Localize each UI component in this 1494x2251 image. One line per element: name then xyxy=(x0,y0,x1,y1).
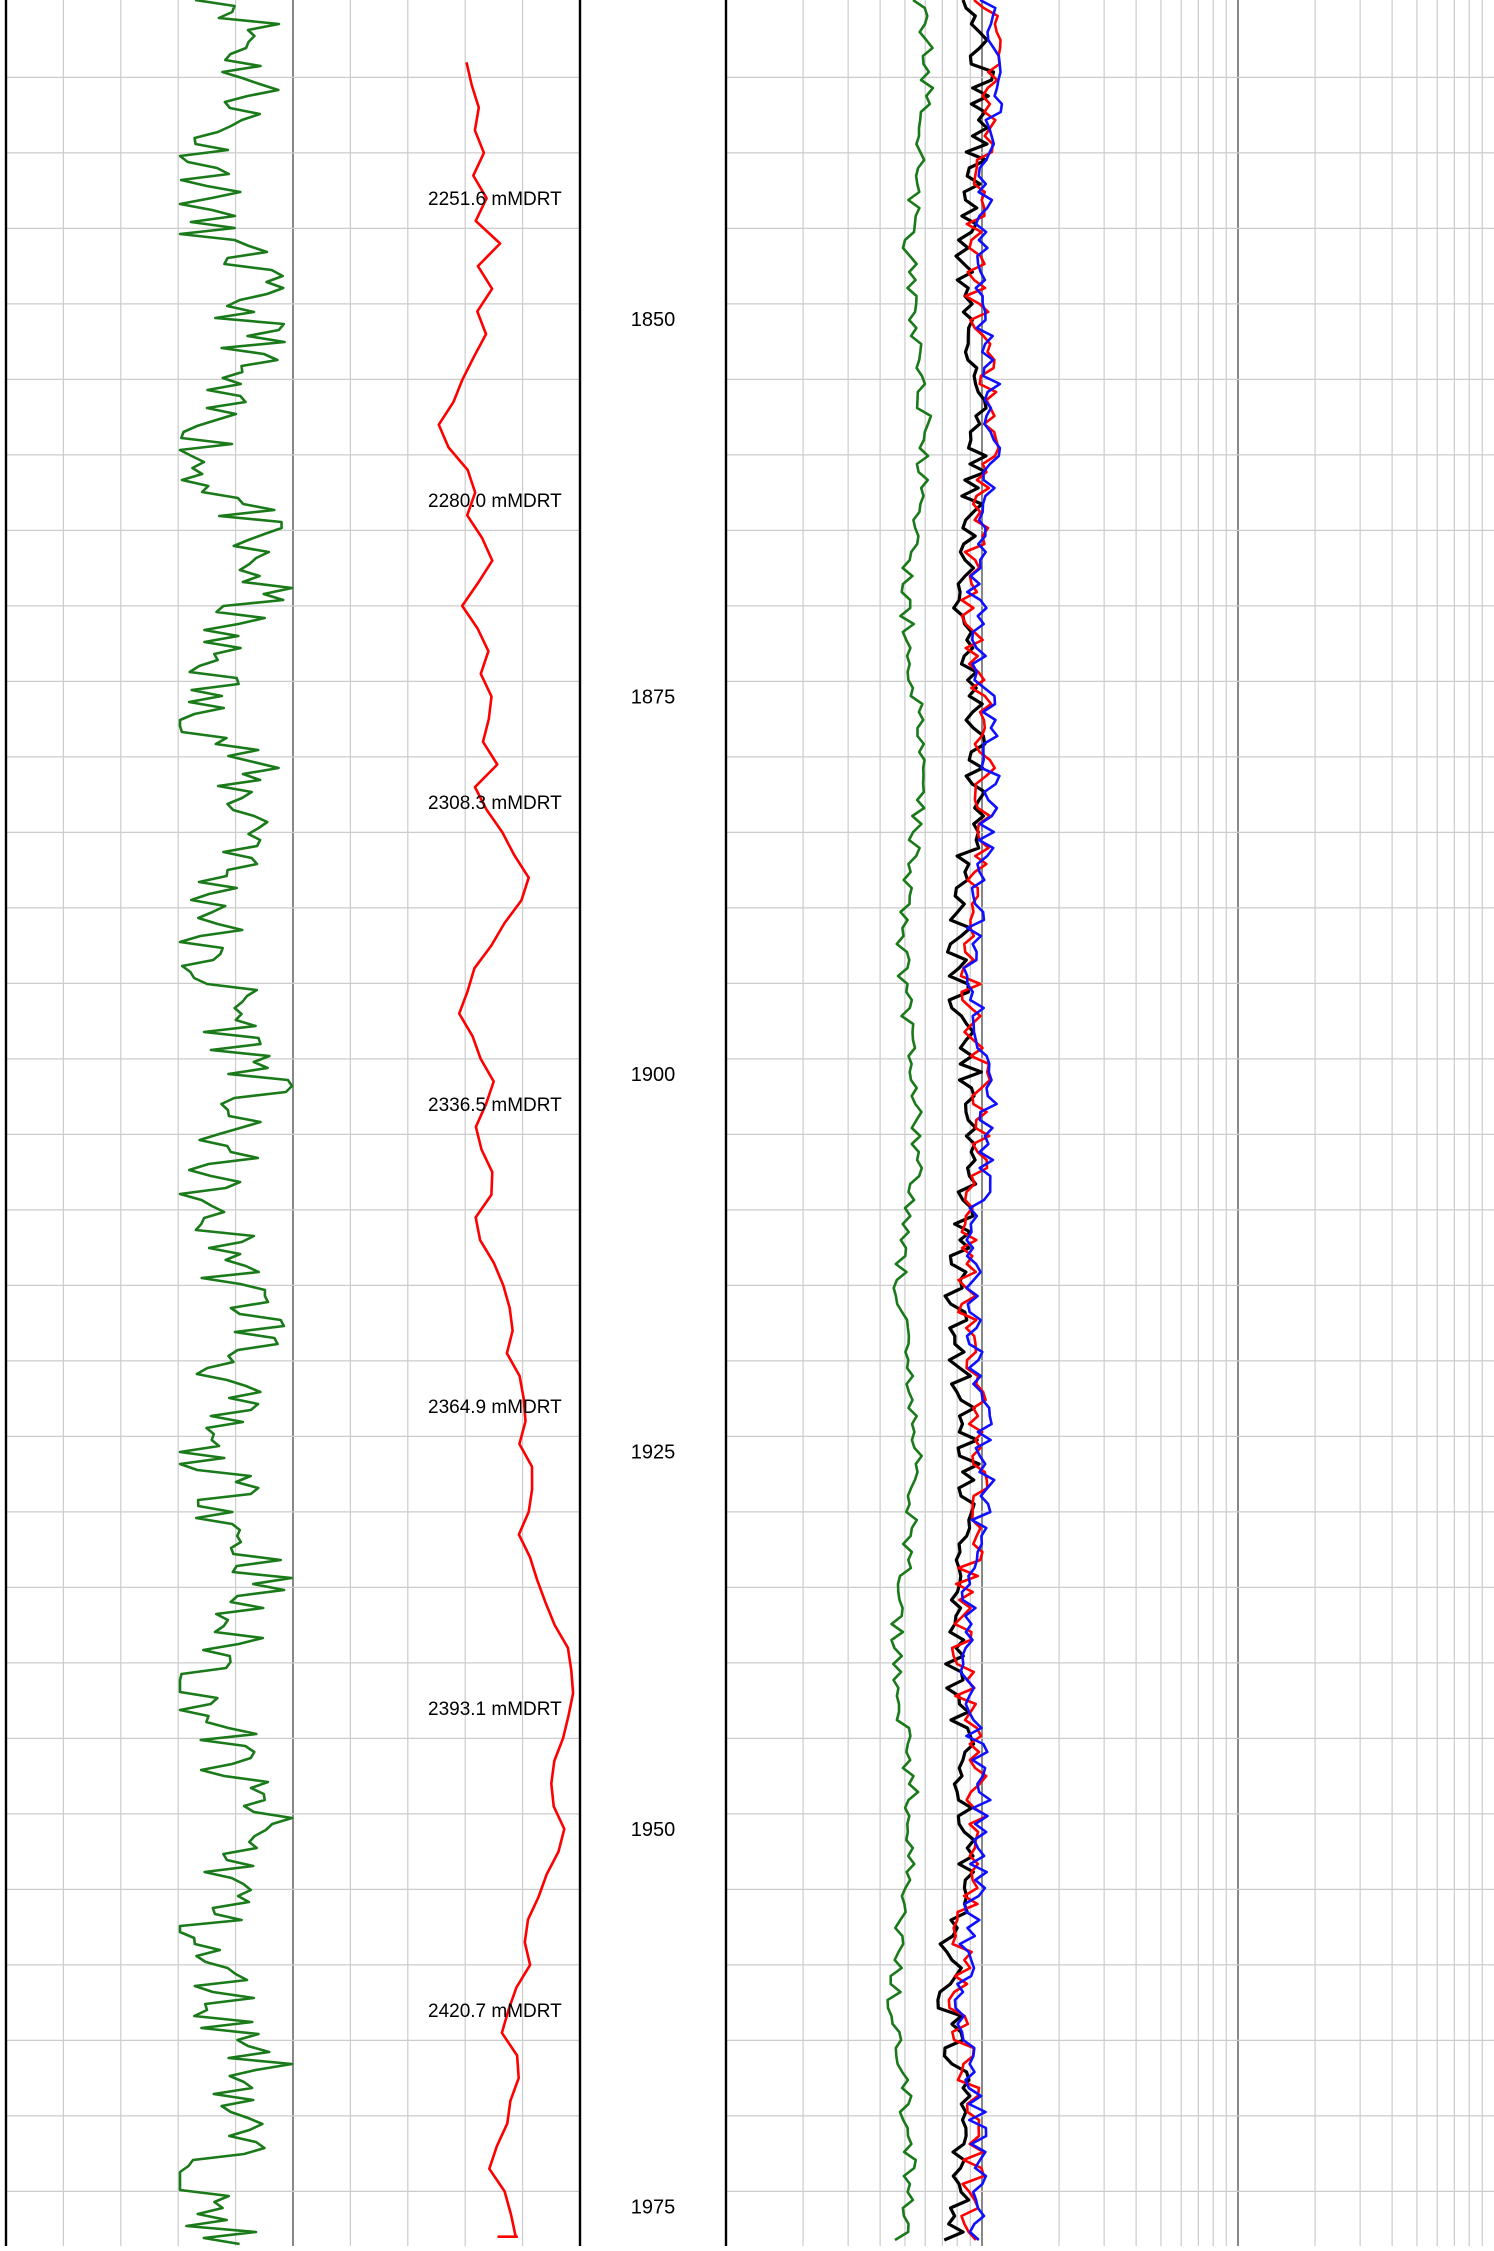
density-curve xyxy=(437,62,575,2238)
track-1-grid xyxy=(62,0,524,2246)
md-depth-label: 2308.3 mMDRT xyxy=(428,793,562,814)
md-depth-label: 2336.5 mMDRT xyxy=(428,1095,562,1116)
depth-label: 1975 xyxy=(631,2197,676,2219)
shallow-resistivity-curve xyxy=(936,0,996,2242)
depth-label: 1850 xyxy=(631,309,676,331)
gamma-curve xyxy=(178,0,294,2246)
depth-label: 1875 xyxy=(631,687,676,709)
caliper-curve xyxy=(886,0,935,2242)
md-depth-label: 2364.9 mMDRT xyxy=(428,1397,562,1418)
track-3-grid xyxy=(802,0,1483,2246)
md-depth-label: 2420.7 mMDRT xyxy=(428,2001,562,2022)
md-depth-label: 2393.1 mMDRT xyxy=(428,1699,562,1720)
depth-label: 1925 xyxy=(631,1442,676,1464)
md-depth-label: 2251.6 mMDRT xyxy=(428,189,562,210)
deep-resistivity-curve xyxy=(953,0,1004,2241)
depth-label: 1900 xyxy=(631,1064,676,1086)
md-depth-label: 2280.0 mMDRT xyxy=(428,491,562,512)
depth-label: 1950 xyxy=(631,1819,676,1841)
